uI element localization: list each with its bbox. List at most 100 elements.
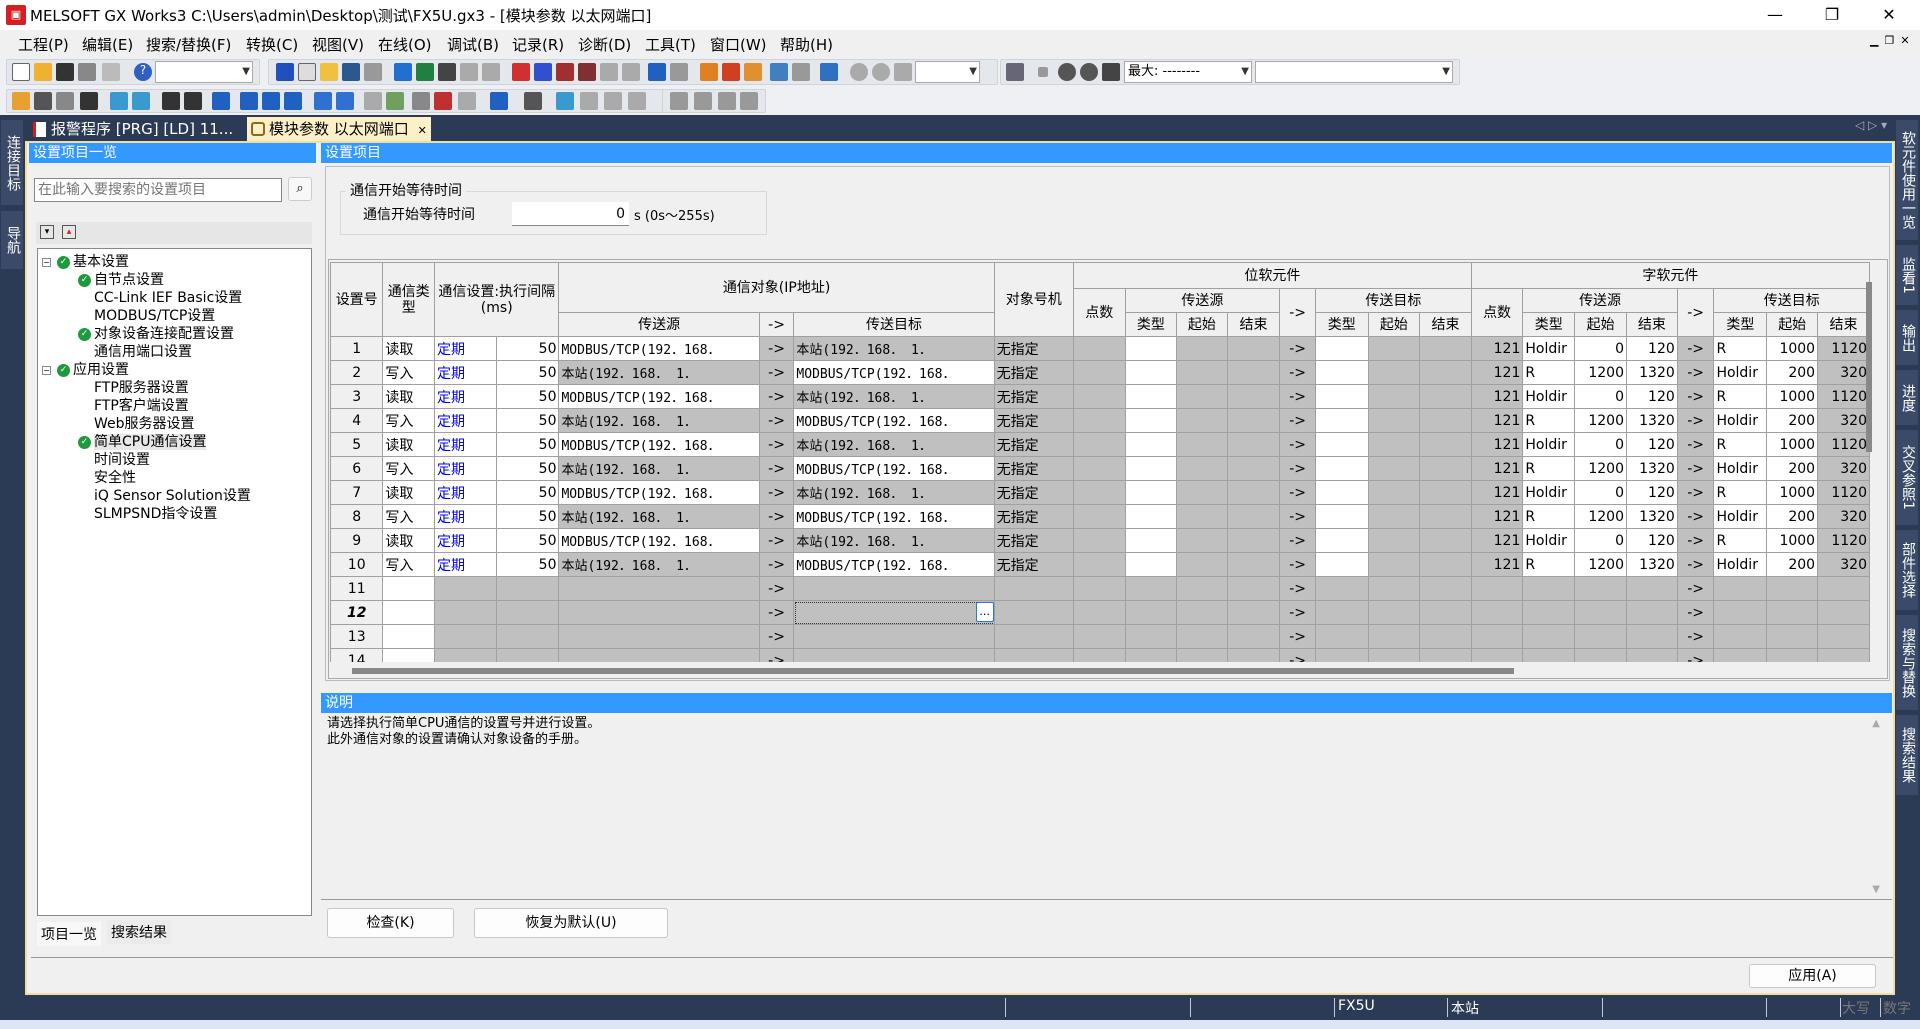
cell-comm-type[interactable]: 读取 [382,432,435,457]
tree-item[interactable]: CC-Link IEF Basic设置 [78,289,242,307]
progress-window-icon[interactable] [132,92,150,110]
cell-setting-no[interactable]: 8 [330,504,384,529]
save-icon[interactable] [56,63,74,81]
cell-bit-dst-type[interactable] [1315,480,1369,505]
cell-target-src[interactable]: 本站(192．168． 1． [558,360,760,385]
dock-tab-search-result[interactable]: 搜索结果 [1896,715,1918,795]
cell-word-src-start[interactable]: 1200 [1574,408,1627,433]
cut-icon[interactable] [276,63,294,81]
sampling-icon[interactable] [1006,63,1024,81]
tree-item[interactable]: 安全性 [78,469,136,487]
cell-setting-no[interactable]: 12 [330,600,384,625]
network-3-icon[interactable] [820,63,838,81]
cell-bit-src-type[interactable] [1124,552,1178,577]
cell-word-dst-type[interactable]: R [1713,480,1768,505]
wait-time-input[interactable]: 0 [512,202,629,226]
cell-exec-mode[interactable]: 定期 [433,336,498,361]
cell-word-dst-start[interactable]: 1000 [1766,480,1819,505]
cell-empty[interactable] [993,600,1074,625]
cell-exec-mode[interactable]: 定期 [433,528,498,553]
monitor-2-icon[interactable] [622,63,640,81]
cell-word-src-type[interactable]: R [1522,408,1576,433]
cell-empty[interactable] [1226,624,1281,649]
window-tile-icon[interactable] [670,92,688,110]
cell-word-src-start[interactable]: 0 [1574,336,1627,361]
window-list-icon[interactable] [718,92,736,110]
cell-target-dst[interactable]: MODBUS/TCP(192．168． [793,456,995,481]
cell-bit-dst-type[interactable] [1315,360,1369,385]
cell-interval[interactable]: 50 [496,456,560,481]
cell-word-src-end[interactable]: 120 [1625,336,1678,361]
cell-word-src-end[interactable]: 1320 [1625,456,1678,481]
module-icon[interactable] [490,92,508,110]
navigation-icon[interactable] [34,92,52,110]
replace-icon[interactable] [460,63,478,81]
cell-word-dst-start[interactable]: 1000 [1766,432,1819,457]
tree-item[interactable]: ✓ 对象设备连接配置设置 [78,325,234,343]
cell-comm-type[interactable] [382,576,435,601]
cell-empty[interactable] [1470,648,1524,662]
mdi-controls-icon[interactable]: ▁❐✕ [1870,34,1916,47]
layout-icon[interactable] [580,92,598,110]
menu-help[interactable]: 帮助(H) [780,36,833,54]
cell-exec-mode[interactable]: 定期 [433,480,498,505]
cell-empty[interactable] [1470,600,1524,625]
cell-word-dst-type[interactable]: R [1713,432,1768,457]
menu-debug[interactable]: 调试(B) [447,36,499,54]
monitor-icon[interactable] [600,63,618,81]
cell-word-dst-type[interactable]: Holdir [1713,504,1768,529]
cell-empty[interactable] [1574,648,1627,662]
cell-comm-type[interactable]: 写入 [382,408,435,433]
tab-alarm-program[interactable]: 报警程序 [PRG] [LD] 11... [29,117,241,141]
cell-empty[interactable] [793,576,995,601]
cell-word-src-type[interactable]: R [1522,504,1576,529]
cell-empty[interactable] [1176,600,1228,625]
paste-icon[interactable] [320,63,338,81]
cell-empty[interactable] [558,600,760,625]
cell-target-src[interactable]: MODBUS/TCP(192．168． [558,480,760,505]
cell-setting-no[interactable]: 3 [330,384,384,409]
cell-word-src-start[interactable]: 0 [1574,384,1627,409]
cell-setting-no[interactable]: 1 [330,336,384,361]
cell-word-src-end[interactable]: 120 [1625,480,1678,505]
cell-empty[interactable] [1574,576,1627,601]
write-to-plc-icon[interactable] [512,63,530,81]
cell-setting-no[interactable]: 14 [330,648,384,662]
cell-target-src[interactable]: MODBUS/TCP(192．168． [558,528,760,553]
dock-tab-progress[interactable]: 进度 [1896,370,1918,425]
cell-interval[interactable]: 50 [496,384,560,409]
cell-empty[interactable] [1072,648,1126,662]
cell-bit-dst-type[interactable] [1315,432,1369,457]
cell-empty[interactable] [496,624,560,649]
cell-word-dst-type[interactable]: Holdir [1713,408,1768,433]
cell-target-src[interactable]: MODBUS/TCP(192．168． [558,384,760,409]
undo-icon[interactable] [342,63,360,81]
cell-word-dst-start[interactable]: 1000 [1766,384,1819,409]
cell-word-src-type[interactable]: R [1522,552,1576,577]
cell-empty[interactable] [558,624,760,649]
find-result-icon[interactable] [184,92,202,110]
parameter-icon[interactable] [386,92,404,110]
menu-window[interactable]: 窗口(W) [710,36,767,54]
window-arrange-icon[interactable] [740,92,758,110]
cell-word-dst-start[interactable]: 1000 [1766,528,1819,553]
cell-comm-type[interactable]: 读取 [382,480,435,505]
cell-bit-src-type[interactable] [1124,480,1178,505]
cell-empty[interactable] [433,648,498,662]
window-cascade-icon[interactable] [694,92,712,110]
cell-word-dst-type[interactable]: R [1713,384,1768,409]
io-icon[interactable] [434,92,452,110]
cell-target-dst[interactable]: 本站(192．168． 1． [793,432,995,457]
cell-empty[interactable] [1574,624,1627,649]
menu-convert[interactable]: 转换(C) [246,36,299,54]
cell-empty[interactable] [1522,648,1576,662]
cell-empty[interactable] [433,576,498,601]
device-dev-2-icon[interactable] [670,63,688,81]
cell-target-dst[interactable]: 本站(192．168． 1． [793,480,995,505]
cell-empty[interactable] [1226,576,1281,601]
cell-bit-src-type[interactable] [1124,384,1178,409]
cell-empty[interactable] [1625,600,1678,625]
cell-word-dst-type[interactable]: Holdir [1713,456,1768,481]
cell-bit-src-type[interactable] [1124,528,1178,553]
cell-bit-dst-type[interactable] [1315,528,1369,553]
